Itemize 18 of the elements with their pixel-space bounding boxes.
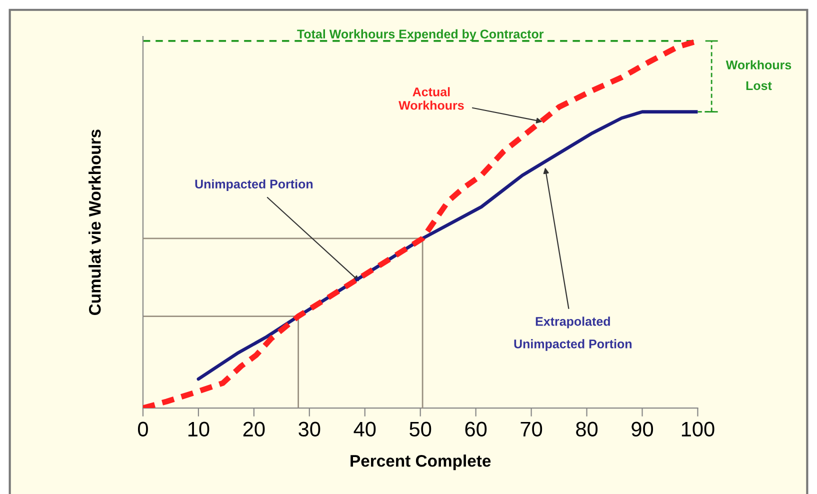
annotation: Extrapolated Unimpacted Portion [514, 316, 632, 351]
x-tick-label: 40 [354, 422, 376, 437]
x-tick-label: 0 [138, 422, 148, 437]
x-tick-label: 20 [243, 422, 265, 437]
x-tick-label: 100 [682, 422, 714, 437]
x-tick-label: 10 [188, 422, 210, 437]
text: Workhours Lost [726, 60, 792, 90]
x-tick-label: 60 [465, 422, 487, 437]
x-axis-title: Percent Complete [350, 454, 491, 470]
x-tick-label: 80 [576, 422, 598, 437]
ref-line-label: Total Workhours Expended by Contractor [297, 29, 544, 41]
annotation: Unimpacted Portion [195, 179, 313, 191]
x-tick-label: 50 [410, 422, 432, 437]
x-tick-label: 30 [298, 422, 320, 437]
x-tick-label: 90 [632, 422, 654, 437]
y-axis-title: Cumulat vie Workhours [88, 130, 101, 315]
annotation: Actual Workhours [398, 87, 464, 110]
x-tick-label: 70 [520, 422, 542, 437]
